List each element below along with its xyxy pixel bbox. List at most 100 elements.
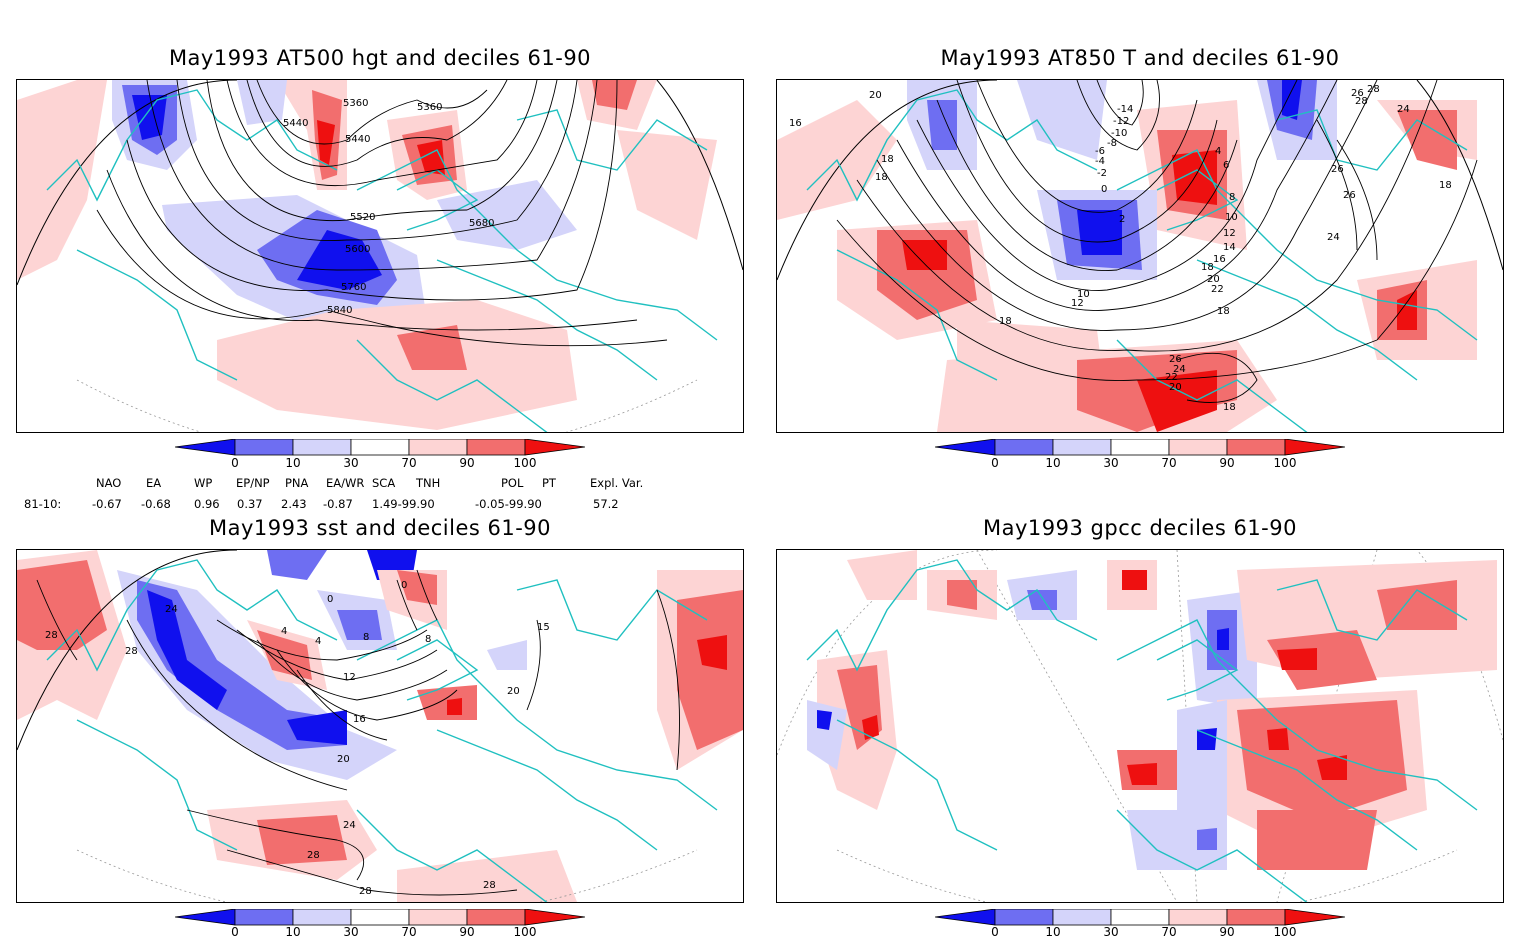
colorbar-label: 10 bbox=[1045, 925, 1061, 939]
contour-label: 5600 bbox=[345, 244, 370, 255]
contour-label: 22 bbox=[1165, 372, 1178, 383]
index-value: -0.05-99.90 bbox=[475, 497, 542, 511]
colorbar-label: 100 bbox=[1273, 456, 1297, 470]
contour-label: 20 bbox=[507, 686, 520, 697]
index-value: 2.43 bbox=[281, 497, 307, 511]
colorbar-gpcc: 0 10 30 70 90 100 bbox=[934, 908, 1346, 940]
colorbar-label: 0 bbox=[991, 925, 999, 939]
contour-label: 28 bbox=[45, 630, 58, 641]
colorbar-label: 0 bbox=[991, 456, 999, 470]
index-value: 0.37 bbox=[237, 497, 263, 511]
index-header: PNA bbox=[285, 476, 309, 490]
contour-label: -2 bbox=[1097, 168, 1107, 179]
map-hgt500-svg: 5360 5360 5440 5440 5520 5600 5680 5760 … bbox=[17, 80, 743, 432]
contour-label: 12 bbox=[1071, 298, 1084, 309]
contour-label: 8 bbox=[1229, 192, 1235, 203]
contour-label: 4 bbox=[1215, 146, 1221, 157]
map-sst-svg: 28 28 24 0 0 4 8 4 8 12 16 20 15 20 24 2… bbox=[17, 550, 743, 902]
index-header: SCA bbox=[372, 476, 396, 490]
index-header: NAO bbox=[96, 476, 122, 490]
contour-label: 5440 bbox=[345, 134, 370, 145]
contour-label: 12 bbox=[1223, 228, 1236, 239]
colorbar-label: 100 bbox=[513, 456, 537, 470]
colorbar-label: 10 bbox=[285, 456, 301, 470]
colorbar-hgt500-svg bbox=[174, 438, 586, 456]
contour-label: 5360 bbox=[417, 102, 442, 113]
contour-label: 18 bbox=[1223, 402, 1236, 413]
contour-label: 24 bbox=[343, 820, 356, 831]
contour-label: -8 bbox=[1107, 138, 1117, 149]
colorbar-label: 10 bbox=[1045, 456, 1061, 470]
contour-label: 15 bbox=[537, 622, 550, 633]
contour-label: 8 bbox=[425, 634, 431, 645]
colorbar-label: 30 bbox=[343, 456, 359, 470]
colorbar-sst-svg bbox=[174, 908, 586, 926]
contour-label: 26 bbox=[1331, 164, 1344, 175]
contour-label: 5680 bbox=[469, 218, 494, 229]
map-gpcc-svg bbox=[777, 550, 1503, 902]
contour-label: 5360 bbox=[343, 98, 368, 109]
colorbar-gpcc-svg bbox=[934, 908, 1346, 926]
index-header: EA bbox=[146, 476, 162, 490]
index-header: PT bbox=[542, 476, 556, 490]
contour-label: 20 bbox=[869, 90, 882, 101]
contour-label: -4 bbox=[1095, 156, 1105, 167]
colorbar-label: 100 bbox=[1273, 925, 1297, 939]
contour-label: 28 bbox=[1355, 96, 1368, 107]
colorbar-label: 0 bbox=[231, 925, 239, 939]
colorbar-t850: 0 10 30 70 90 100 bbox=[934, 438, 1346, 477]
contour-label: 26 bbox=[1351, 88, 1364, 99]
panel-title-t850: May1993 AT850 T and deciles 61-90 bbox=[940, 46, 1340, 70]
colorbar-label: 90 bbox=[459, 456, 475, 470]
contour-label: 16 bbox=[1213, 254, 1226, 265]
contour-label: -10 bbox=[1111, 128, 1127, 139]
colorbar-label: 90 bbox=[1219, 456, 1235, 470]
contour-labels-sst: 28 28 24 0 0 4 8 4 8 12 16 20 15 20 24 2… bbox=[45, 580, 550, 897]
contour-label: 28 bbox=[1367, 84, 1380, 95]
panel-title-hgt500: May1993 AT500 hgt and deciles 61-90 bbox=[168, 46, 592, 70]
colorbar-label: 70 bbox=[1161, 456, 1177, 470]
contour-label: 18 bbox=[881, 154, 894, 165]
contour-label: 24 bbox=[165, 604, 178, 615]
index-header: POL bbox=[501, 476, 524, 490]
contour-label: 10 bbox=[1225, 212, 1238, 223]
index-header: TNH bbox=[416, 476, 441, 490]
contour-label: 12 bbox=[343, 672, 356, 683]
contour-label: 16 bbox=[789, 118, 802, 129]
contour-label: 24 bbox=[1327, 232, 1340, 243]
contour-label: 26 bbox=[1343, 190, 1356, 201]
contour-label: 28 bbox=[307, 850, 320, 861]
map-panel-hgt500: 5360 5360 5440 5440 5520 5600 5680 5760 … bbox=[16, 79, 744, 433]
index-header: Expl. Var. bbox=[590, 476, 644, 490]
contour-label: 8 bbox=[363, 632, 369, 643]
contour-label: 10 bbox=[1077, 289, 1090, 300]
map-panel-t850: 16 20 18 18 -14 -12 -10 -8 -6 -4 -2 0 2 … bbox=[776, 79, 1504, 433]
colorbar-t850-svg bbox=[934, 438, 1346, 456]
contour-label: 26 bbox=[1169, 354, 1182, 365]
contour-label: -14 bbox=[1117, 104, 1133, 115]
colorbar-label: 30 bbox=[1103, 456, 1119, 470]
index-header: EA/WR bbox=[326, 476, 365, 490]
contour-label: 22 bbox=[1211, 284, 1224, 295]
contour-label: 0 bbox=[401, 580, 407, 591]
colorbar-label: 0 bbox=[231, 456, 239, 470]
index-value: -0.68 bbox=[141, 497, 171, 511]
contour-label: 5440 bbox=[283, 118, 308, 129]
contour-label: 18 bbox=[1201, 262, 1214, 273]
index-value: -0.87 bbox=[323, 497, 353, 511]
panel-title-gpcc: May1993 gpcc deciles 61-90 bbox=[983, 516, 1297, 540]
colorbar-label: 90 bbox=[1219, 925, 1235, 939]
contour-label: 24 bbox=[1397, 104, 1410, 115]
index-value: -0.67 bbox=[92, 497, 122, 511]
index-header: WP bbox=[194, 476, 213, 490]
map-panel-gpcc bbox=[776, 549, 1504, 903]
colorbar-label: 90 bbox=[459, 925, 475, 939]
colorbar-label: 100 bbox=[513, 925, 537, 939]
colorbar-label: 30 bbox=[1103, 925, 1119, 939]
colorbar-hgt500: 0 10 30 70 90 100 bbox=[174, 438, 586, 477]
map-t850-svg: 16 20 18 18 -14 -12 -10 -8 -6 -4 -2 0 2 … bbox=[777, 80, 1503, 432]
contour-labels-t850: 16 20 18 18 -14 -12 -10 -8 -6 -4 -2 0 2 … bbox=[789, 84, 1452, 413]
contour-label: 5760 bbox=[341, 282, 366, 293]
contour-label: 5520 bbox=[350, 212, 375, 223]
contour-label: 18 bbox=[1439, 180, 1452, 191]
